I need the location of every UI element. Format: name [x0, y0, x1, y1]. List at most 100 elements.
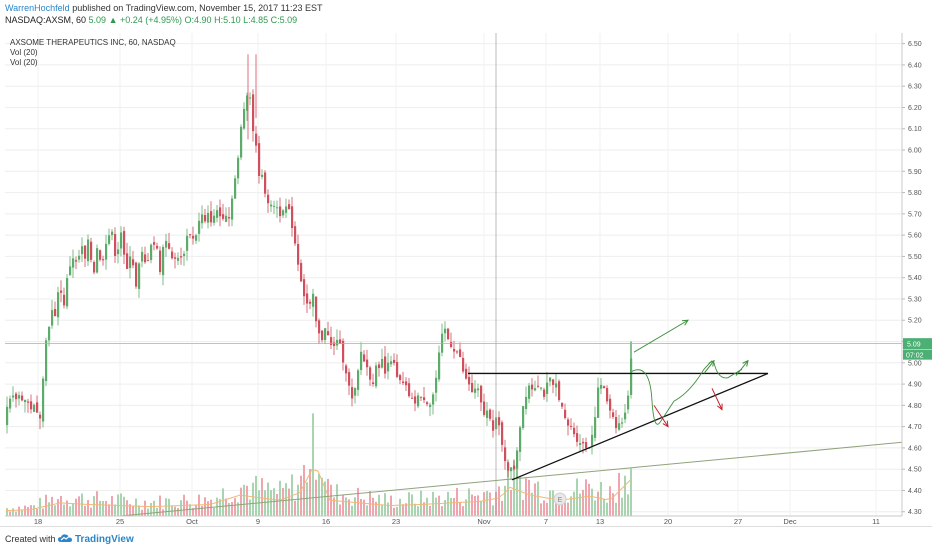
candle-body [534, 388, 537, 391]
volume-bar [285, 483, 287, 516]
candle-body [171, 251, 174, 259]
candle-body [477, 388, 480, 391]
candle-body [99, 250, 102, 260]
price-axis[interactable]: 6.50 6.40 6.30 6.20 6.10 6.00 5.90 5.80 5.70 5.60… [901, 33, 932, 516]
volume-bar [528, 479, 530, 516]
candle-body [432, 394, 435, 405]
volume-bar [6, 508, 8, 516]
candle-body [183, 253, 186, 256]
volume-bar [519, 476, 521, 516]
x-tick-label: 20 [664, 517, 672, 526]
volume-bar [507, 459, 509, 516]
legend-volume-1: Vol (20) [10, 48, 38, 57]
x-tick-label: Dec [783, 517, 797, 526]
candle-body [486, 410, 489, 418]
breakdown-arrow [711, 388, 723, 410]
volume-bar [195, 504, 197, 516]
breakdown-arrow [653, 405, 669, 427]
volume-bar [354, 497, 356, 516]
published-text: published on TradingView.com, November 1… [72, 3, 323, 13]
volume-bar [351, 505, 353, 516]
volume-bar [264, 490, 266, 516]
y-tick-label: 6.20 [908, 105, 922, 112]
volume-bar [342, 495, 344, 516]
volume-bar [66, 500, 68, 516]
volume-bar [429, 505, 431, 516]
time-axis[interactable]: 18 25 Oct 9 16 23 Nov 7 13 20 27 Dec 11 [5, 515, 902, 526]
volume-bar [63, 504, 65, 516]
volume-bar [378, 494, 380, 516]
volume-bar [306, 482, 308, 516]
volume-bar [465, 499, 467, 516]
candle-body [54, 309, 57, 317]
volume-bar [225, 498, 227, 516]
volume-bar [213, 507, 215, 516]
candle-body [489, 409, 492, 419]
y-tick-label: 6.10 [908, 126, 922, 133]
candle-body [144, 254, 147, 263]
candle-body [15, 393, 18, 400]
volume-bar [21, 509, 23, 516]
candle-body [141, 251, 144, 262]
candle-body [21, 395, 24, 401]
candle-body [231, 198, 234, 220]
volume-bar [261, 478, 263, 516]
volume-bar [594, 500, 596, 516]
author-link[interactable]: WarrenHochfeld [5, 3, 70, 13]
volume-bar [387, 502, 389, 516]
y-tick-label: 5.30 [908, 296, 922, 303]
candle-body [321, 330, 324, 341]
candle-body [72, 258, 75, 268]
volume-bar [531, 492, 533, 516]
volume-bar [570, 496, 572, 516]
candle-body [330, 337, 333, 346]
candle-body [366, 359, 369, 368]
candle-body [111, 231, 114, 236]
projection-arrow-head [708, 359, 715, 367]
volume-bar [234, 498, 236, 516]
volume-bar [51, 496, 53, 516]
candle-body [237, 157, 240, 179]
ohlc-low: L:4.85 [243, 15, 269, 25]
volume-bar [309, 469, 311, 516]
y-tick-label: 4.90 [908, 382, 922, 389]
candle-body [429, 404, 432, 408]
volume-bar [588, 483, 590, 516]
tradingview-brand[interactable]: TradingView [75, 534, 134, 545]
volume-bar [45, 494, 47, 516]
candle-body [552, 379, 555, 385]
projection-arrow [703, 360, 715, 374]
candle-body [294, 226, 297, 244]
volume-bar [252, 482, 254, 516]
volume-bar [168, 498, 170, 516]
candle-body [105, 243, 108, 260]
candle-body [90, 241, 93, 260]
volume-bar [126, 500, 128, 516]
chart-header: WarrenHochfeld published on TradingView.… [0, 0, 932, 30]
volume-bar [102, 500, 104, 516]
candle-body [483, 401, 486, 415]
x-tick-label: 9 [256, 517, 260, 526]
candle-body [582, 441, 585, 444]
volume-bar [579, 493, 581, 516]
volume-bar [114, 504, 116, 516]
y-tick-label: 4.40 [908, 488, 922, 495]
volume-bar [75, 498, 77, 516]
volume-bar [447, 491, 449, 516]
volume-bar [90, 507, 92, 516]
candle-body [333, 342, 336, 347]
y-tick-label: 5.40 [908, 275, 922, 282]
y-tick-label: 4.80 [908, 403, 922, 410]
candle-body [621, 422, 624, 424]
volume-bar [60, 495, 62, 516]
candle-body [405, 381, 408, 386]
volume-bar [486, 490, 488, 516]
candle-body [33, 404, 36, 412]
volume-bar [489, 492, 491, 516]
volume-bar [558, 503, 560, 516]
projection-arrow [735, 360, 749, 376]
candle-body [189, 234, 192, 236]
candle-body [108, 235, 111, 244]
price-chart[interactable]: E 6.50 6.40 6.30 6.20 6.10 6.00 5.90 5.80 5.70 5.… [0, 30, 932, 526]
candle-body [411, 397, 414, 399]
